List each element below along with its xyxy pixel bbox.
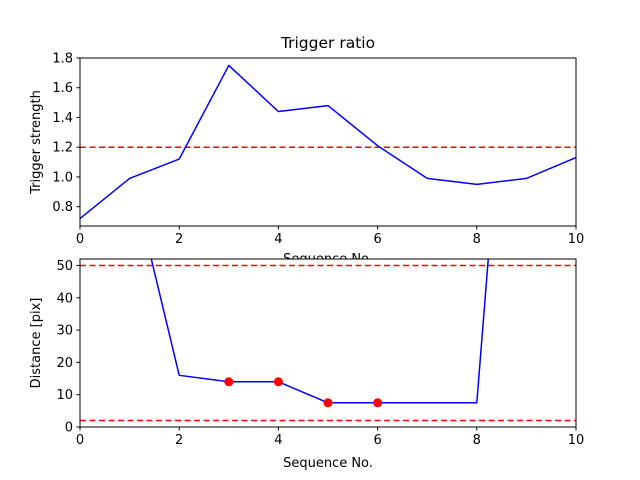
axes-frame (79, 57, 577, 227)
x-tick-label: 4 (274, 433, 282, 448)
y-axis-label: Trigger strength (29, 90, 44, 195)
x-tick-label: 6 (373, 433, 381, 448)
y-tick-label: 1.8 (52, 52, 73, 67)
y-tick-label: 1.4 (52, 111, 73, 126)
x-tick-label: 2 (175, 433, 183, 448)
y-tick-label: 40 (56, 291, 73, 306)
data-point-4 (373, 398, 383, 408)
x-tick-label: 4 (274, 232, 282, 247)
chart-title: Trigger ratio (280, 34, 375, 52)
y-tick-label: 50 (56, 259, 73, 274)
x-axis-label: Sequence No. (283, 456, 373, 471)
x-tick-label: 8 (473, 433, 481, 448)
y-tick-label: 1.6 (52, 81, 73, 96)
y-tick-label: 0.8 (52, 200, 73, 215)
y-tick-label: 1.2 (52, 141, 73, 156)
y-tick-label: 10 (56, 388, 73, 403)
x-tick-label: 10 (568, 433, 585, 448)
series-line-1 (150, 259, 490, 404)
subplot-2-background (80, 259, 576, 266)
x-tick-label: 10 (568, 232, 585, 247)
x-tick-label: 8 (473, 232, 481, 247)
axes-frame (79, 258, 577, 428)
x-tick-label: 0 (76, 232, 84, 247)
x-tick-label: 0 (76, 433, 84, 448)
y-tick-label: 20 (56, 356, 73, 371)
series-line-1 (80, 64, 576, 220)
y-tick-label: 30 (56, 324, 73, 339)
data-point-3 (323, 398, 333, 408)
x-tick-label: 6 (373, 232, 381, 247)
y-tick-label: 1.0 (52, 170, 73, 185)
data-point-2 (273, 377, 283, 387)
y-tick-label: 0 (65, 421, 73, 436)
subplot-2: 0 2 4 6 8 10 0 10 20 30 40 50 Sequence No. Distance [… (29, 258, 585, 471)
x-tick-label: 2 (175, 232, 183, 247)
data-point-1 (224, 377, 234, 387)
y-axis-label: Distance [pix] (29, 298, 44, 389)
